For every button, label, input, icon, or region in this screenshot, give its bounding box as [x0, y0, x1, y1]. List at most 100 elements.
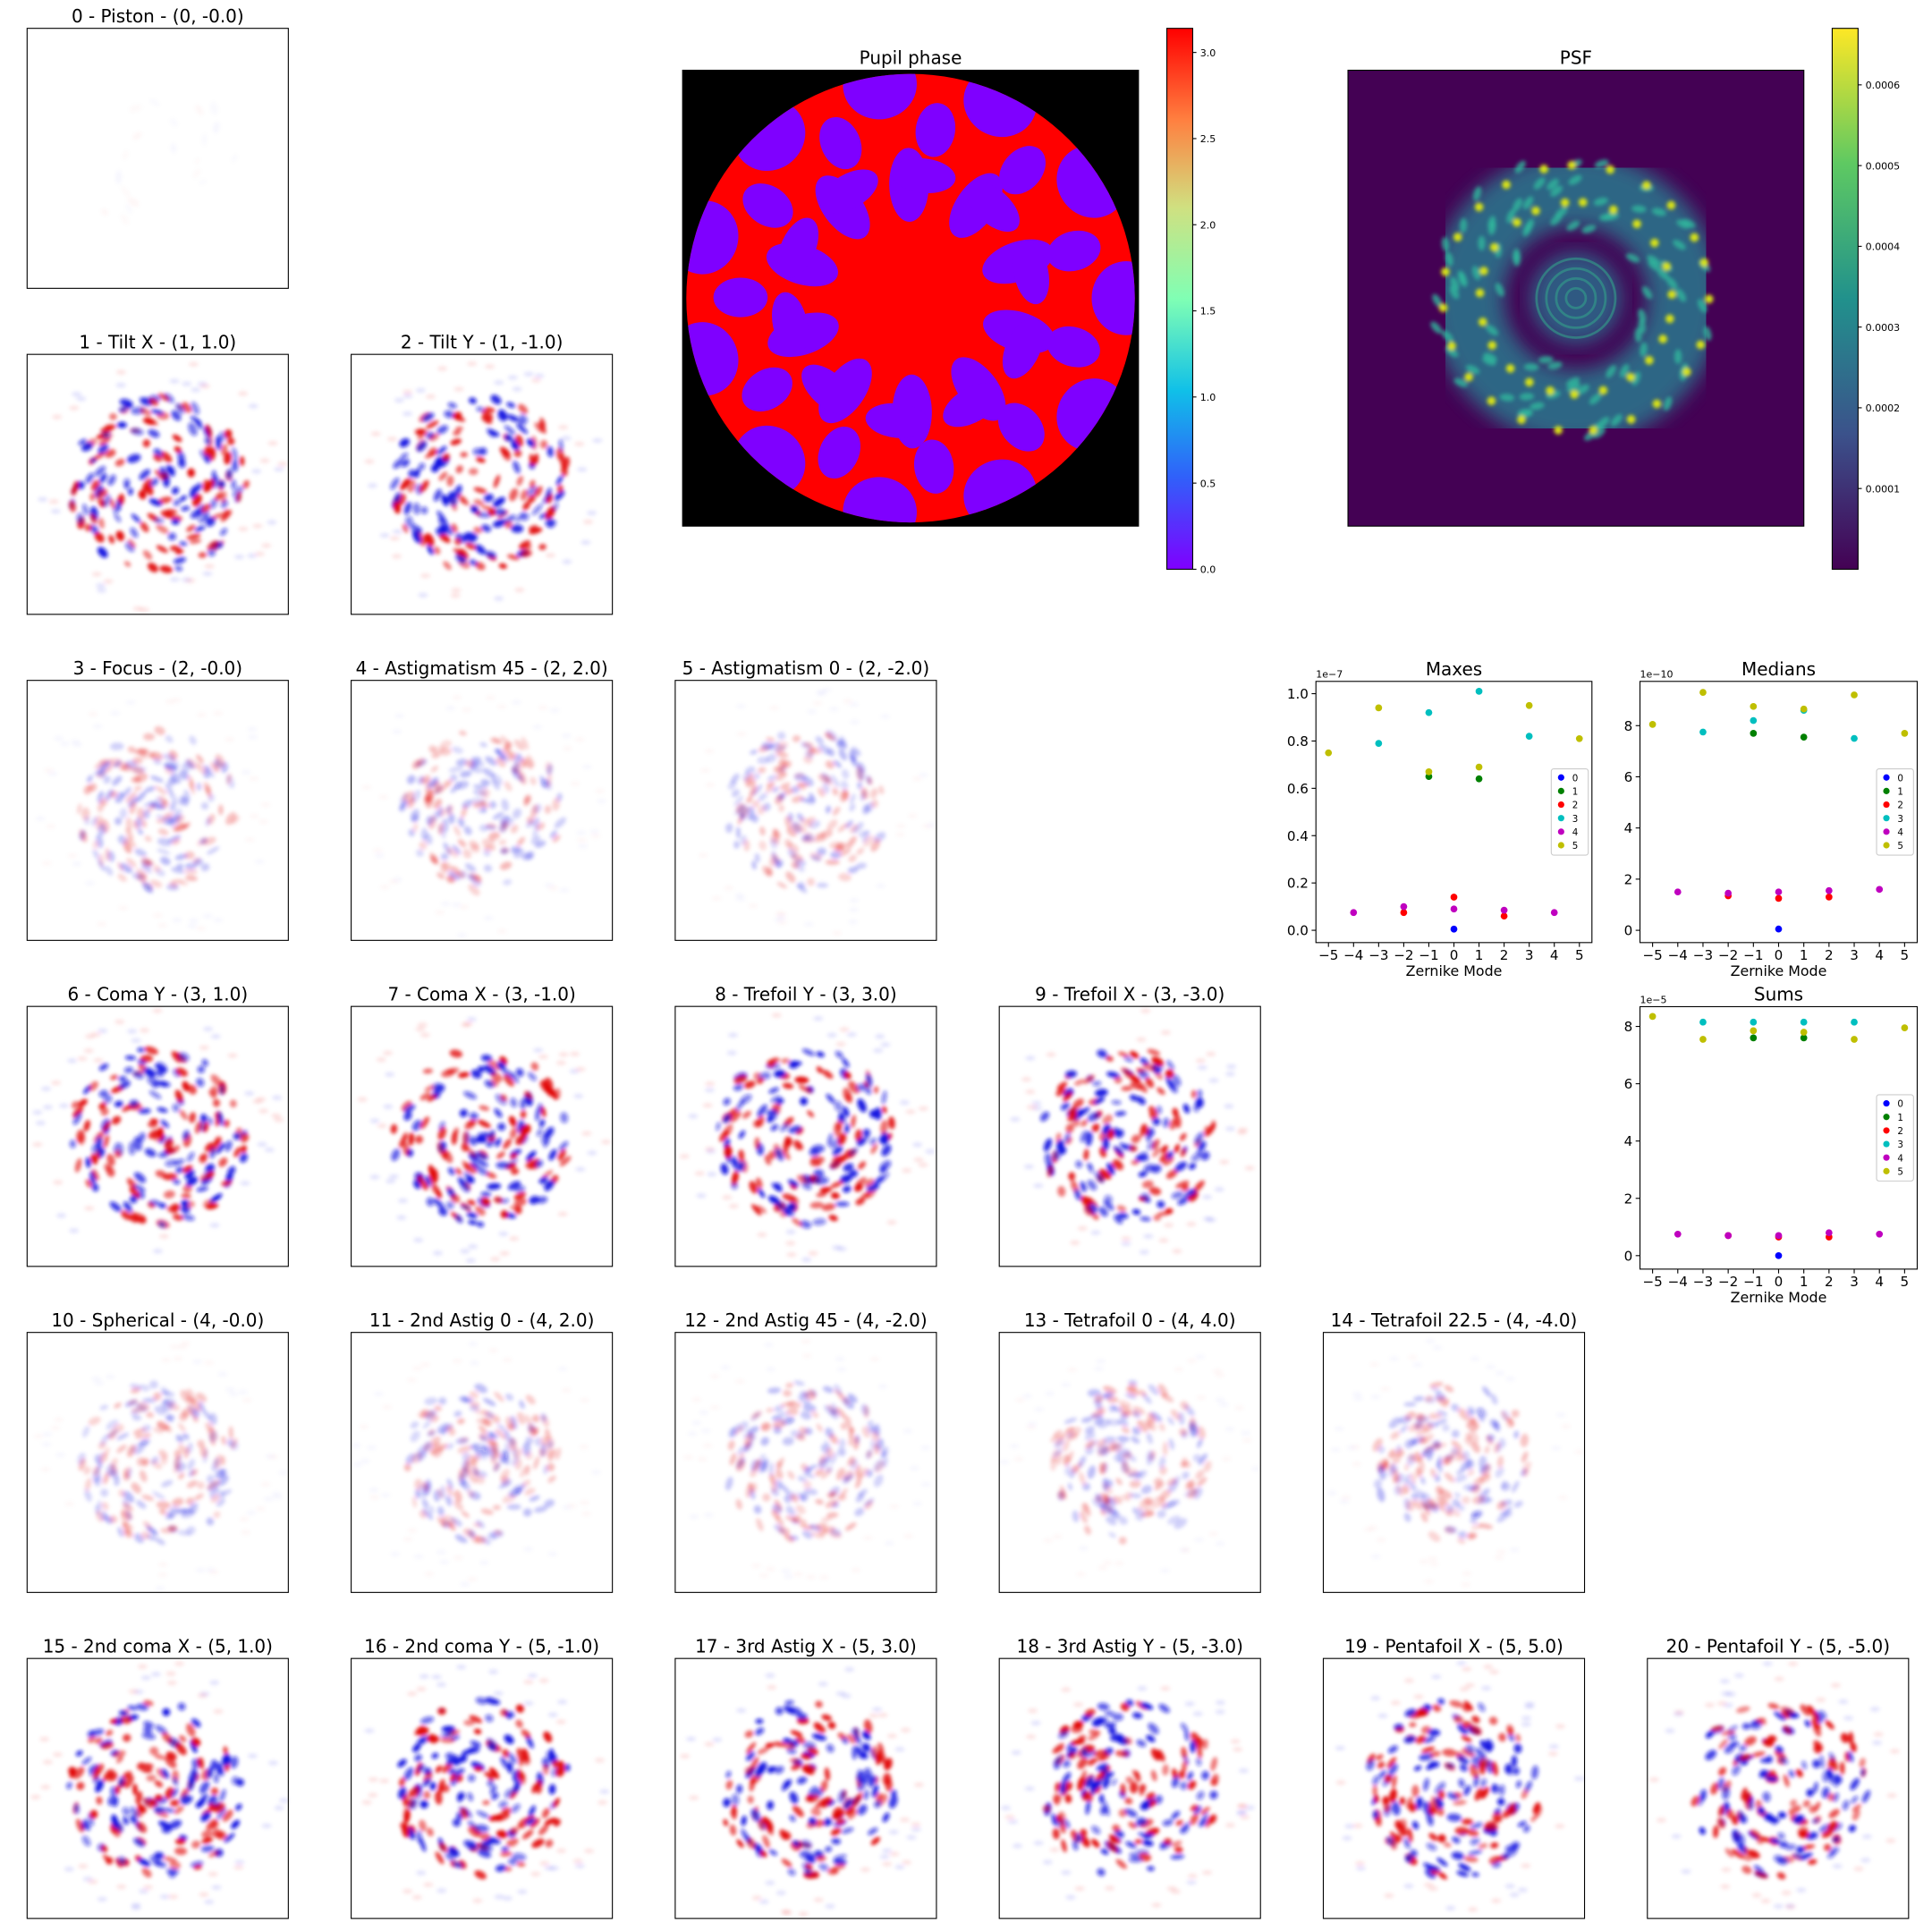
fringe	[191, 167, 203, 181]
halo	[188, 361, 199, 367]
halo	[1496, 1549, 1506, 1555]
fringe	[504, 1394, 514, 1401]
x-tick-label: −3	[1368, 947, 1388, 963]
fringe	[186, 533, 201, 540]
fringe	[165, 762, 177, 771]
fringe	[500, 847, 509, 855]
halo	[555, 1719, 566, 1724]
halo	[369, 1174, 380, 1180]
fringe	[183, 789, 191, 803]
psf-peak	[1546, 386, 1555, 395]
halo	[39, 1736, 50, 1742]
colorbar-tick-label: 0.5	[1200, 478, 1216, 489]
fringe	[1188, 1780, 1197, 1790]
halo	[470, 1360, 479, 1366]
fringe	[1374, 1479, 1383, 1489]
fringe	[469, 765, 483, 774]
halo	[118, 905, 128, 911]
fringe	[91, 816, 97, 826]
halo	[1521, 1863, 1531, 1868]
halo	[680, 1753, 691, 1759]
halo	[497, 928, 507, 934]
halo	[1720, 1884, 1731, 1890]
fringe	[529, 1196, 540, 1205]
fringe	[487, 1182, 502, 1191]
halo	[1830, 1682, 1841, 1688]
fringe	[98, 1063, 109, 1072]
fringe	[174, 1847, 188, 1856]
halo	[369, 1118, 380, 1123]
halo	[209, 1570, 219, 1575]
fringe	[1118, 1536, 1127, 1545]
fringe	[418, 462, 426, 470]
fringe	[809, 1201, 824, 1209]
halo	[277, 462, 288, 467]
point	[1450, 925, 1458, 933]
fringe	[191, 402, 200, 415]
fringe	[521, 513, 530, 521]
fringe	[479, 741, 487, 748]
fringe	[115, 500, 122, 512]
halo	[97, 921, 106, 927]
fringe	[128, 538, 136, 548]
fringe	[531, 1414, 540, 1423]
fringe	[131, 513, 141, 523]
fringe	[446, 475, 454, 487]
fringe	[172, 434, 182, 443]
fringe	[527, 1072, 537, 1081]
fringe	[445, 1495, 453, 1506]
fringe	[520, 413, 529, 423]
fringe	[477, 512, 491, 519]
fringe	[776, 881, 788, 889]
halo	[210, 1034, 221, 1039]
fringe	[163, 816, 174, 826]
fringe	[538, 420, 547, 434]
fringe	[453, 548, 467, 555]
fringe	[449, 774, 458, 782]
fringe	[1057, 1185, 1066, 1197]
fringe	[399, 801, 409, 812]
fringe	[226, 773, 232, 784]
fringe	[434, 786, 445, 794]
fringe	[433, 546, 441, 555]
halo	[261, 543, 272, 548]
axes-frame	[351, 353, 614, 615]
fringe	[165, 735, 174, 743]
halo	[1555, 1724, 1565, 1729]
halo	[1384, 1893, 1394, 1899]
fringe	[840, 780, 849, 791]
fringe	[785, 871, 796, 883]
halo	[382, 1404, 392, 1410]
halo	[503, 1358, 513, 1363]
fringe	[416, 526, 423, 534]
fringe	[1072, 1510, 1080, 1522]
fringe	[794, 1076, 809, 1084]
halo	[1070, 1240, 1080, 1246]
halo	[1335, 1745, 1345, 1751]
fringe	[225, 1140, 233, 1152]
phase-blob	[1091, 261, 1135, 335]
halo	[1369, 1362, 1379, 1368]
fringe	[824, 1767, 831, 1781]
fringe	[793, 1380, 805, 1386]
fringe	[195, 483, 203, 491]
psf-peak	[1505, 364, 1515, 373]
halo	[1121, 1236, 1131, 1241]
fringe	[206, 766, 216, 778]
point	[1425, 708, 1433, 716]
fringe	[156, 869, 165, 877]
halo	[705, 1080, 716, 1087]
fringe	[144, 860, 155, 866]
halo	[793, 1572, 803, 1577]
fringe	[431, 1752, 439, 1759]
panel-title: 8 - Trefoil Y - (3, 3.0)	[715, 983, 896, 1004]
fringe	[869, 788, 878, 799]
fringe	[96, 1796, 103, 1805]
halo	[751, 1895, 762, 1901]
halo	[44, 767, 54, 773]
fringe	[117, 835, 127, 845]
fringe	[470, 756, 482, 764]
fringe	[200, 1845, 215, 1852]
fringe	[522, 501, 530, 511]
halo	[835, 1041, 846, 1047]
